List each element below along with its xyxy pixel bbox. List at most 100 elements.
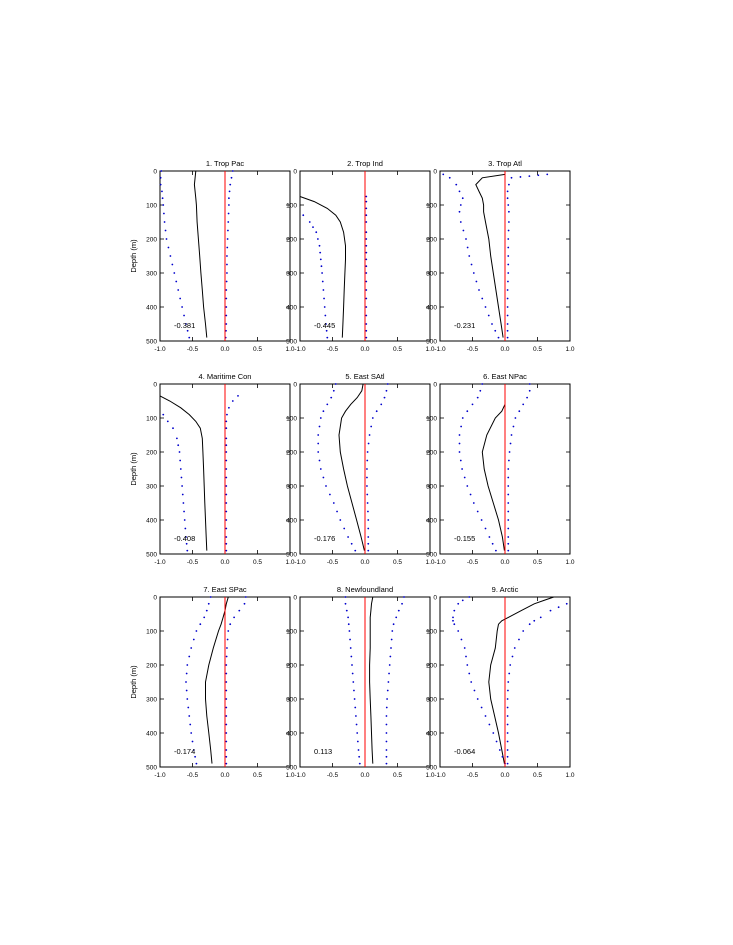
x-tick-label: 0.5 xyxy=(253,772,262,779)
panel-title: 7. East SPac xyxy=(203,585,247,594)
bound-dot xyxy=(358,755,361,758)
bound-dot xyxy=(225,755,228,758)
bound-dot xyxy=(188,336,191,339)
bound-dot xyxy=(465,655,467,658)
bound-dot xyxy=(528,389,531,392)
bound-dot xyxy=(401,602,403,605)
correlation-line xyxy=(193,170,208,338)
bound-dot xyxy=(390,647,392,649)
bound-dot xyxy=(164,229,167,232)
y-tick-label: 400 xyxy=(146,305,157,312)
bound-dot xyxy=(318,425,321,428)
bound-dot xyxy=(177,289,180,291)
bound-dot xyxy=(461,197,464,200)
bound-dot xyxy=(357,749,360,751)
panel-title: 3. Trop Atl xyxy=(488,159,522,168)
correlation-line xyxy=(299,196,346,338)
bound-dot xyxy=(458,442,461,445)
x-tick-label: 0.0 xyxy=(500,346,509,353)
bound-dot xyxy=(194,755,197,758)
bound-dot xyxy=(509,664,512,666)
bound-dot xyxy=(461,599,464,602)
y-tick-label: 0 xyxy=(433,595,437,602)
correlation-line xyxy=(338,383,365,551)
bound-dot xyxy=(519,176,522,178)
bound-dot xyxy=(183,314,185,317)
bound-dot xyxy=(462,229,465,232)
y-tick-label: 200 xyxy=(146,237,157,244)
bound-dot xyxy=(507,527,510,530)
bound-dot xyxy=(321,272,323,274)
bound-dot xyxy=(506,723,509,726)
bound-dot xyxy=(185,681,187,683)
bound-dot xyxy=(354,549,357,552)
bound-dot xyxy=(330,396,333,399)
bound-dot xyxy=(225,672,228,675)
bound-dot xyxy=(319,468,322,470)
y-axis-label: Depth (m) xyxy=(129,665,138,699)
y-tick-label: 500 xyxy=(286,339,297,346)
bound-dot xyxy=(190,732,193,734)
bound-dot xyxy=(203,616,206,619)
bound-dot xyxy=(225,476,228,479)
bound-dot xyxy=(171,263,174,266)
bound-dot xyxy=(244,596,247,598)
bound-dot xyxy=(470,681,473,683)
bound-dot xyxy=(321,280,324,283)
bound-dots xyxy=(225,596,247,765)
y-tick-label: 0 xyxy=(153,595,157,602)
bound-dot xyxy=(180,476,183,479)
bound-dot xyxy=(334,383,337,385)
bound-dot xyxy=(507,502,510,504)
bound-dot xyxy=(160,170,163,172)
bound-dot xyxy=(365,231,368,234)
bound-dot xyxy=(356,732,359,734)
y-tick-label: 0 xyxy=(153,169,157,176)
bound-dot xyxy=(350,655,353,658)
bound-dot xyxy=(181,493,184,496)
bound-dot xyxy=(225,542,228,545)
bound-dot xyxy=(461,417,464,419)
y-axis-label: Depth (m) xyxy=(129,452,138,486)
bound-dot xyxy=(225,706,228,709)
x-tick-label: 0.0 xyxy=(500,772,509,779)
x-tick-label: -0.5 xyxy=(327,559,339,566)
bound-dot xyxy=(506,197,509,200)
bound-dot xyxy=(518,410,521,413)
correlation-line xyxy=(159,395,208,551)
bound-dot xyxy=(506,336,509,339)
bound-dot xyxy=(537,174,540,177)
bound-dot xyxy=(185,542,188,545)
y-tick-label: 100 xyxy=(286,629,297,636)
y-tick-label: 400 xyxy=(426,305,437,312)
bound-dots xyxy=(302,214,329,339)
bound-dot xyxy=(459,459,462,462)
y-tick-label: 400 xyxy=(426,731,437,738)
bound-dot xyxy=(225,297,228,300)
bound-dot xyxy=(192,638,195,641)
bound-dot xyxy=(507,229,510,232)
bound-dot xyxy=(476,698,479,700)
bound-dots xyxy=(452,596,506,765)
y-tick-label: 500 xyxy=(426,552,437,559)
bound-dot xyxy=(183,510,185,513)
bound-dot xyxy=(302,214,305,217)
bound-dot xyxy=(506,698,509,700)
bound-dot xyxy=(188,655,191,658)
bound-dot xyxy=(225,329,227,332)
bound-dot xyxy=(225,323,228,325)
bound-dot xyxy=(185,689,188,692)
panel-title: 1. Trop Pac xyxy=(206,159,245,168)
panel-1: 1. Trop Pac -1.0 -0.5 0.0 0.5 1.0 0 100 200 300 40… xyxy=(129,159,295,353)
bound-dot xyxy=(178,451,181,453)
bound-dots xyxy=(159,170,191,339)
bound-dot xyxy=(385,706,388,709)
bound-dot xyxy=(227,221,230,223)
bound-dot xyxy=(228,190,231,193)
bound-dot xyxy=(507,510,510,513)
bound-dot xyxy=(172,427,174,430)
bound-dot xyxy=(481,383,484,385)
panel-8: 8. Newfoundland -1.0 -0.5 0.0 0.5 1.0 0 100 200 3… xyxy=(286,585,435,779)
bound-dot xyxy=(457,630,460,632)
bound-dot xyxy=(385,762,388,765)
